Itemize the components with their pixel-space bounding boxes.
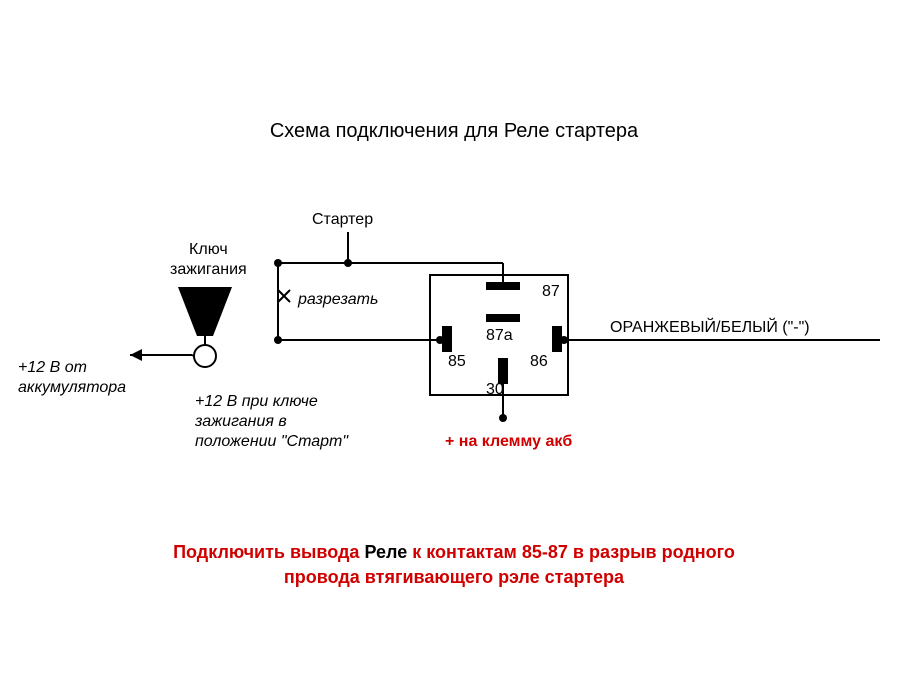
label-start-position: +12 В при ключе зажигания в положении "С… <box>195 392 348 452</box>
label-starter: Стартер <box>312 210 373 230</box>
instr-part2: к контактам 85-87 в разрыв родного <box>407 542 735 562</box>
label-orange-white: ОРАНЖЕВЫЙ/БЕЛЫЙ ("-") <box>610 318 810 338</box>
instr-line2: провода втягивающего рэле стартера <box>284 567 624 587</box>
label-battery-12v: +12 В от аккумулятора <box>18 358 126 398</box>
pin-label-85: 85 <box>448 352 466 372</box>
instr-part1: Подключить вывода <box>173 542 364 562</box>
label-cut: разрезать <box>298 290 378 310</box>
pin-label-87a: 87a <box>486 326 513 346</box>
label-key: Ключ зажигания <box>170 240 247 280</box>
pin-label-30: 30 <box>486 380 504 400</box>
pin-label-87: 87 <box>542 282 560 302</box>
pin-label-86: 86 <box>530 352 548 372</box>
label-akb-plus: + на клемму акб <box>445 432 572 452</box>
instruction-text: Подключить вывода Реле к контактам 85-87… <box>0 540 908 590</box>
instr-black-word: Реле <box>364 542 407 562</box>
